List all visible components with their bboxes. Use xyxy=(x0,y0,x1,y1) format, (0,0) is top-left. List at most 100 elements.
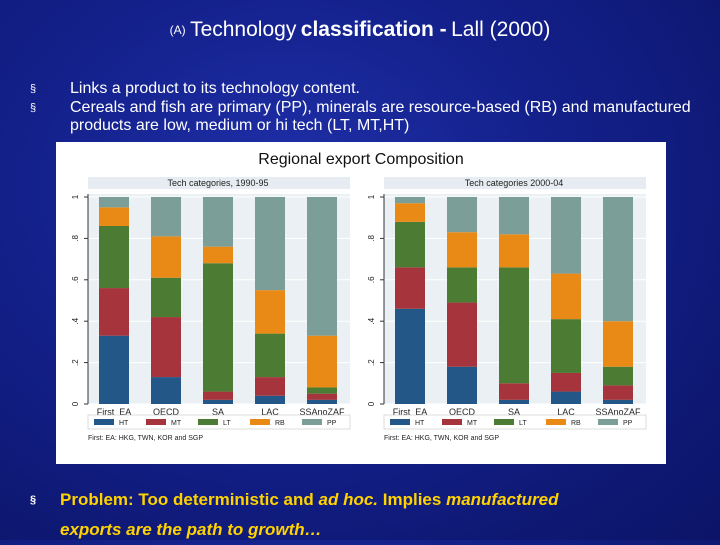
bar-lt xyxy=(307,387,337,394)
bar-mt xyxy=(603,385,633,400)
x-tick-label: LAC xyxy=(261,407,279,417)
bar-mt xyxy=(395,267,425,309)
bar-rb xyxy=(551,273,581,320)
y-tick-label: .2 xyxy=(71,359,80,366)
legend-label: LT xyxy=(223,420,231,427)
bar-pp xyxy=(447,197,477,233)
chart-note: First: EA: HKG, TWN, KOR and SGP xyxy=(384,435,499,442)
y-tick-label: .4 xyxy=(71,317,80,324)
legend-swatch-pp xyxy=(598,419,618,425)
subplot-header xyxy=(88,177,350,189)
bar-ht xyxy=(447,366,477,404)
y-tick-label: .6 xyxy=(71,276,80,283)
bar-ht xyxy=(307,399,337,404)
legend-swatch-ht xyxy=(94,419,114,425)
bullet-mark: § xyxy=(30,83,37,95)
bar-pp xyxy=(203,197,233,247)
bar-pp xyxy=(99,197,129,208)
bullet-text: Cereals and fish are primary (PP), miner… xyxy=(70,99,691,134)
bar-pp xyxy=(603,197,633,322)
bottom-italic-phrase: ad hoc. xyxy=(318,490,379,509)
legend-label: HT xyxy=(119,420,129,427)
x-tick-label: LAC xyxy=(557,407,575,417)
legend-swatch-lt xyxy=(198,419,218,425)
y-tick-label: .8 xyxy=(367,235,376,242)
chart-title: Regional export Composition xyxy=(258,151,463,168)
bar-lt xyxy=(499,267,529,384)
bar-rb xyxy=(447,232,477,268)
regional-export-chart: Regional export Composition Tech categor… xyxy=(71,151,647,442)
slide-title: (A) Technology classification - Lall (20… xyxy=(0,18,720,42)
bar-ht xyxy=(151,377,181,404)
bar-rb xyxy=(395,203,425,222)
y-tick-label: 0 xyxy=(367,401,376,406)
bar-pp xyxy=(551,197,581,274)
y-tick-label: 0 xyxy=(71,401,80,406)
legend-label: LT xyxy=(519,420,527,427)
x-tick-label: First_EA xyxy=(393,407,428,417)
bar-mt xyxy=(499,383,529,400)
bar-rb xyxy=(603,321,633,367)
bar-ht xyxy=(551,391,581,404)
legend-box xyxy=(383,414,647,430)
title-bold: classification - xyxy=(300,18,447,41)
bar-lt xyxy=(447,267,477,303)
bar-rb xyxy=(203,246,233,264)
bar-pp xyxy=(151,197,181,237)
subplot-title: Tech categories 2000-04 xyxy=(465,178,564,188)
x-tick-label: SA xyxy=(508,407,520,417)
bar-rb xyxy=(499,234,529,268)
bullet-mark: § xyxy=(30,494,37,506)
subplot-title: Tech categories, 1990-95 xyxy=(167,178,268,188)
bar-pp xyxy=(499,197,529,235)
bar-lt xyxy=(255,333,285,378)
bar-lt xyxy=(203,263,233,392)
bar-mt xyxy=(447,302,477,367)
bottom-italic-word: manufactured xyxy=(446,490,559,509)
bar-ht xyxy=(255,395,285,404)
bar-mt xyxy=(99,288,129,336)
legend-swatch-mt xyxy=(146,419,166,425)
legend-label: PP xyxy=(327,420,337,427)
chart-subplot-2: Tech categories 2000-04 0 .2 .4 .6 .8 1 First_E… xyxy=(367,177,647,442)
bottom-line2: exports are the path to growth… xyxy=(60,520,322,539)
title-tag: (A) xyxy=(169,23,186,37)
legend-label: HT xyxy=(415,420,425,427)
bullet-mark: § xyxy=(30,102,37,114)
x-tick-label: SA xyxy=(212,407,224,417)
bar-rb xyxy=(99,207,129,226)
legend-swatch-rb xyxy=(546,419,566,425)
bar-lt xyxy=(99,225,129,289)
legend-label: RB xyxy=(275,420,285,427)
bar-rb xyxy=(307,335,337,388)
bar-ht xyxy=(395,308,425,404)
legend-box xyxy=(87,414,351,430)
y-tick-label: .2 xyxy=(367,359,376,366)
bar-mt xyxy=(151,317,181,378)
chart-note: First: EA: HKG, TWN, KOR and SGP xyxy=(88,435,203,442)
bar-rb xyxy=(151,236,181,278)
legend-swatch-rb xyxy=(250,419,270,425)
y-tick-label: .4 xyxy=(367,317,376,324)
bar-lt xyxy=(395,221,425,268)
bar-lt xyxy=(603,366,633,386)
bar-ht xyxy=(499,399,529,404)
bar-mt xyxy=(307,393,337,400)
subplot-header xyxy=(384,177,646,189)
bar-ht xyxy=(99,335,129,404)
x-tick-label: OECD xyxy=(449,407,476,417)
legend-label: RB xyxy=(571,420,581,427)
legend-swatch-pp xyxy=(302,419,322,425)
chart-subplot-1: Tech categories, 1990-95 0 .2 .4 .6 .8 1 First_… xyxy=(71,177,351,442)
y-tick-label: .6 xyxy=(367,276,376,283)
bar-mt xyxy=(203,391,233,400)
bar-ht xyxy=(603,399,633,404)
y-tick-label: 1 xyxy=(71,194,80,199)
y-tick-label: .8 xyxy=(71,235,80,242)
bottom-middle: Implies xyxy=(382,490,442,509)
bar-ht xyxy=(203,399,233,404)
bar-mt xyxy=(551,372,581,392)
legend-swatch-ht xyxy=(390,419,410,425)
chart-panel: Regional export Composition Tech categor… xyxy=(56,142,666,464)
legend-label: MT xyxy=(467,420,478,427)
